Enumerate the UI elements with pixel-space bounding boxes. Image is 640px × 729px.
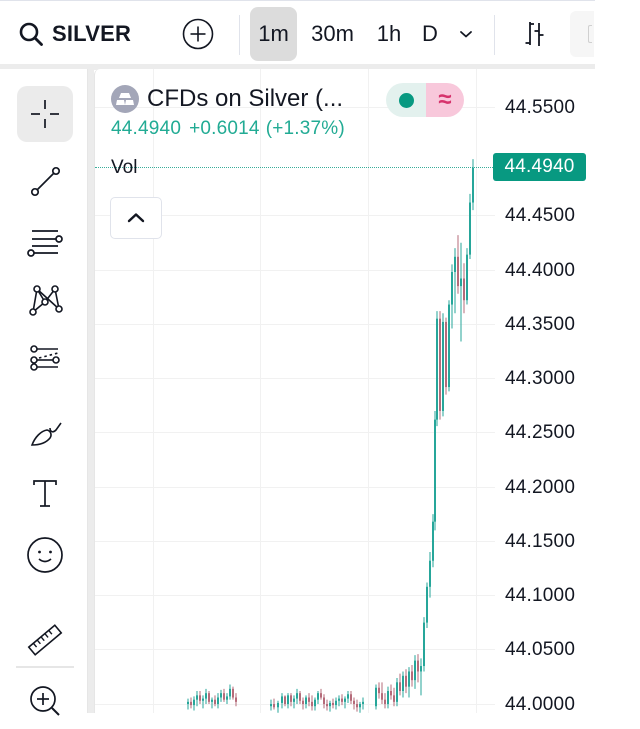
tool-fib-retracement[interactable]	[17, 214, 73, 270]
drawing-toolbar	[0, 69, 88, 716]
compare-symbol-button[interactable]	[182, 18, 214, 50]
fib-lines-icon	[27, 230, 63, 257]
grid-line	[95, 378, 495, 379]
search-icon	[19, 22, 43, 46]
price-tick: 44.0500	[505, 639, 576, 660]
trend-line-icon	[30, 166, 61, 197]
last-price-label: 44.4940	[493, 153, 586, 181]
tool-trend-line[interactable]	[17, 154, 73, 210]
grid-line	[95, 541, 495, 542]
silver-bars-icon	[111, 85, 139, 113]
price-tick: 44.2500	[505, 422, 576, 443]
grid-line	[368, 69, 369, 713]
interval-30m[interactable]: 30m	[311, 21, 354, 46]
interval-d[interactable]: D	[422, 21, 438, 46]
market-open-indicator	[386, 83, 426, 117]
tool-emoji[interactable]	[17, 527, 73, 583]
smiley-icon	[27, 537, 63, 573]
price-tick: 44.5500	[505, 97, 576, 118]
more-toolbar-button[interactable]	[570, 11, 594, 57]
price-axis[interactable]: 44.5500 44.4500 44.4000 44.3500 44.3000 …	[495, 69, 595, 713]
grid-line	[95, 487, 495, 488]
tool-crosshair[interactable]	[17, 86, 73, 142]
price-tick: 44.3000	[505, 368, 576, 389]
last-price-value: 44.4940	[111, 118, 182, 139]
forecast-lines-icon	[30, 345, 60, 371]
chevron-down-icon	[460, 31, 472, 38]
grid-line	[95, 649, 495, 650]
grid-line	[95, 595, 495, 596]
symbol-search-button[interactable]: SILVER	[18, 17, 131, 51]
tool-prediction[interactable]	[17, 329, 73, 385]
symbol-description[interactable]: CFDs on Silver (...	[147, 85, 344, 112]
approx-icon: ≈	[438, 86, 452, 113]
chart-pane[interactable]: CFDs on Silver (... 44.4940 +0.6014 (+1.…	[94, 69, 595, 713]
tool-brush[interactable]	[17, 404, 73, 460]
tool-text[interactable]	[17, 465, 73, 521]
candlestick-series	[187, 159, 474, 713]
grid-line	[260, 69, 261, 713]
market-status-pill[interactable]: ≈	[386, 83, 464, 117]
grid-line	[95, 107, 495, 108]
text-icon	[33, 480, 57, 507]
indicator-values-button[interactable]: ≈	[426, 83, 464, 117]
panel-gap	[88, 69, 94, 713]
ruler-icon	[27, 624, 63, 656]
chart-legend: CFDs on Silver (... 44.4940 +0.6014 (+1.…	[111, 83, 345, 140]
price-tick: 44.1000	[505, 585, 576, 606]
tool-patterns[interactable]	[17, 272, 73, 328]
last-price-line	[95, 167, 495, 168]
toolbar-separator	[239, 15, 240, 55]
tool-zoom-in[interactable]	[17, 673, 73, 729]
grid-line	[476, 69, 477, 713]
plus-circle-icon	[182, 18, 214, 50]
collapse-legend-button[interactable]	[110, 197, 162, 239]
grid-line	[95, 270, 495, 271]
xabcd-pattern-icon	[29, 285, 63, 316]
grid-line	[95, 324, 495, 325]
chevron-up-icon	[127, 213, 145, 223]
grid-line	[153, 69, 154, 713]
price-change-percent: (+1.37%)	[265, 118, 345, 139]
brush-icon	[30, 422, 62, 446]
grid-line	[95, 432, 495, 433]
app-frame: SILVER 1m 30m 1h D	[0, 0, 595, 716]
price-tick: 44.0000	[505, 694, 576, 713]
price-tick: 44.3500	[505, 314, 576, 335]
interval-dropdown-button[interactable]	[455, 23, 477, 45]
volume-indicator-label[interactable]: Vol	[111, 157, 138, 178]
top-toolbar: SILVER 1m 30m 1h D	[0, 0, 595, 70]
tool-measure[interactable]	[17, 612, 73, 668]
toolbar-separator	[494, 15, 495, 55]
topbar-bottom-strip	[0, 64, 595, 70]
crosshair-icon	[31, 100, 59, 128]
chart-type-button[interactable]	[517, 16, 553, 52]
price-tick: 44.4000	[505, 260, 576, 281]
interval-1m[interactable]: 1m	[250, 7, 297, 61]
symbol-name: SILVER	[52, 21, 132, 46]
more-icon	[588, 25, 592, 43]
price-change: +0.6014	[189, 118, 260, 139]
price-tick: 44.4500	[505, 205, 576, 226]
price-tick: 44.2000	[505, 477, 576, 498]
grid-line	[95, 215, 495, 216]
price-tick: 44.1500	[505, 531, 576, 552]
interval-1h[interactable]: 1h	[376, 21, 402, 46]
bar-chart-icon	[525, 22, 544, 46]
toolbar-divider	[16, 666, 74, 668]
grid-line	[95, 704, 495, 705]
market-open-dot-icon	[398, 92, 414, 108]
zoom-in-icon	[30, 686, 60, 716]
